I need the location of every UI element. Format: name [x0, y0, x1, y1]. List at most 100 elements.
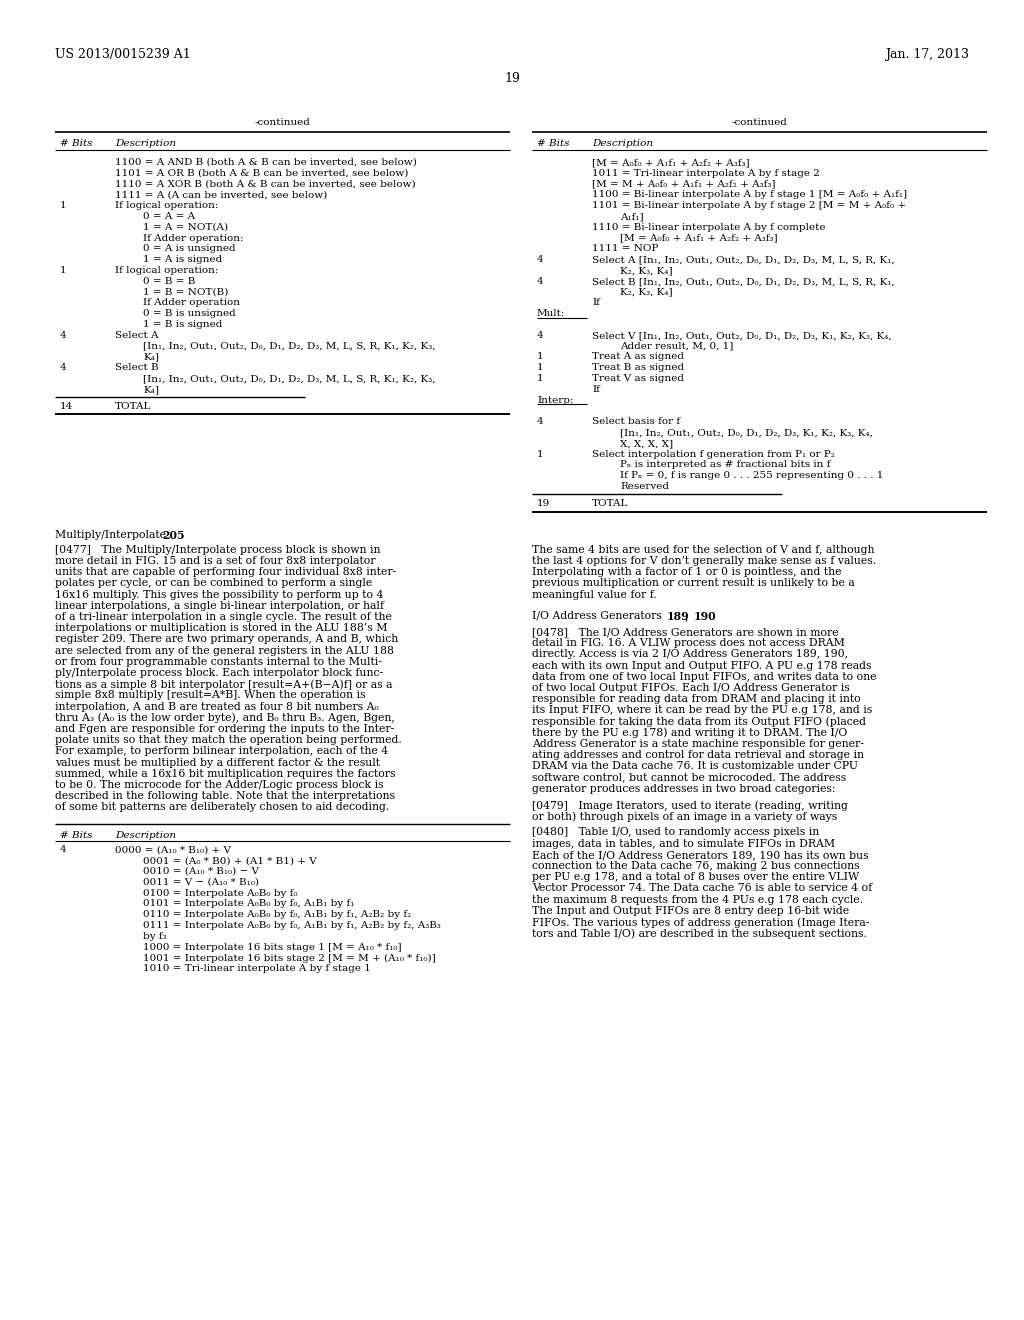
- Text: summed, while a 16x16 bit multiplication requires the factors: summed, while a 16x16 bit multiplication…: [55, 768, 395, 779]
- Text: Adder result, M, 0, 1]: Adder result, M, 0, 1]: [620, 342, 733, 351]
- Text: Interp:: Interp:: [537, 396, 573, 405]
- Text: tions as a simple 8 bit interpolator [result=A+(B−A)f] or as a: tions as a simple 8 bit interpolator [re…: [55, 680, 392, 690]
- Text: more detail in FIG. 15 and is a set of four 8x8 interpolator: more detail in FIG. 15 and is a set of f…: [55, 556, 376, 566]
- Text: 1 = A is signed: 1 = A is signed: [143, 255, 222, 264]
- Text: Interpolating with a factor of 1 or 0 is pointless, and the: Interpolating with a factor of 1 or 0 is…: [532, 568, 842, 577]
- Text: -continued: -continued: [731, 117, 787, 127]
- Text: 16x16 multiply. This gives the possibility to perform up to 4: 16x16 multiply. This gives the possibili…: [55, 590, 383, 599]
- Text: interpolation, A and B are treated as four 8 bit numbers A₀: interpolation, A and B are treated as fo…: [55, 702, 379, 711]
- Text: US 2013/0015239 A1: US 2013/0015239 A1: [55, 48, 190, 61]
- Text: per PU e.g 178, and a total of 8 buses over the entire VLIW: per PU e.g 178, and a total of 8 buses o…: [532, 873, 859, 882]
- Text: Select basis for f: Select basis for f: [592, 417, 680, 426]
- Text: 1011 = Tri-linear interpolate A by f stage 2: 1011 = Tri-linear interpolate A by f sta…: [592, 169, 820, 178]
- Text: If Pₙ = 0, f is range 0 . . . 255 representing 0 . . . 1: If Pₙ = 0, f is range 0 . . . 255 repres…: [620, 471, 884, 480]
- Text: [In₁, In₂, Out₁, Out₂, D₀, D₁, D₂, D₃, M, L, S, R, K₁, K₂, K₃,: [In₁, In₂, Out₁, Out₂, D₀, D₁, D₂, D₃, M…: [143, 374, 435, 383]
- Text: thru A₃ (A₀ is the low order byte), and B₀ thru B₃. Agen, Bgen,: thru A₃ (A₀ is the low order byte), and …: [55, 713, 395, 723]
- Text: ating addresses and control for data retrieval and storage in: ating addresses and control for data ret…: [532, 750, 864, 760]
- Text: 1 = B is signed: 1 = B is signed: [143, 319, 222, 329]
- Text: K₂, K₃, K₄]: K₂, K₃, K₄]: [620, 267, 673, 275]
- Text: Each of the I/O Address Generators 189, 190 has its own bus: Each of the I/O Address Generators 189, …: [532, 850, 868, 859]
- Text: previous multiplication or current result is unlikely to be a: previous multiplication or current resul…: [532, 578, 855, 589]
- Text: of two local Output FIFOs. Each I/O Address Generator is: of two local Output FIFOs. Each I/O Addr…: [532, 682, 850, 693]
- Text: of a tri-linear interpolation in a single cycle. The result of the: of a tri-linear interpolation in a singl…: [55, 612, 392, 622]
- Text: If logical operation:: If logical operation:: [115, 201, 218, 210]
- Text: FIFOs. The various types of address generation (Image Itera-: FIFOs. The various types of address gene…: [532, 917, 869, 928]
- Text: Multiply/Interpolate: Multiply/Interpolate: [55, 529, 170, 540]
- Text: -continued: -continued: [255, 117, 310, 127]
- Text: of some bit patterns are deliberately chosen to aid decoding.: of some bit patterns are deliberately ch…: [55, 803, 389, 812]
- Text: # Bits: # Bits: [537, 139, 569, 148]
- Text: Description: Description: [115, 830, 176, 840]
- Text: 4: 4: [60, 331, 67, 339]
- Text: 1: 1: [60, 201, 67, 210]
- Text: 0011 = V − (A₁₀ * B₁₀): 0011 = V − (A₁₀ * B₁₀): [143, 878, 259, 887]
- Text: 1000 = Interpolate 16 bits stage 1 [M = A₁₀ * f₁₀]: 1000 = Interpolate 16 bits stage 1 [M = …: [143, 942, 401, 952]
- Text: 4: 4: [60, 845, 67, 854]
- Text: Select V [In₁, In₂, Out₁, Out₂, D₀, D₁, D₂, D₃, K₁, K₂, K₃, K₄,: Select V [In₁, In₂, Out₁, Out₂, D₀, D₁, …: [592, 331, 892, 339]
- Text: and Fgen are responsible for ordering the inputs to the Inter-: and Fgen are responsible for ordering th…: [55, 723, 394, 734]
- Text: Address Generator is a state machine responsible for gener-: Address Generator is a state machine res…: [532, 739, 864, 748]
- Text: K₄]: K₄]: [143, 352, 159, 362]
- Text: 1: 1: [60, 267, 67, 275]
- Text: 1111 = A (A can be inverted, see below): 1111 = A (A can be inverted, see below): [115, 190, 328, 199]
- Text: 1100 = A AND B (both A & B can be inverted, see below): 1100 = A AND B (both A & B can be invert…: [115, 158, 417, 168]
- Text: each with its own Input and Output FIFO. A PU e.g 178 reads: each with its own Input and Output FIFO.…: [532, 660, 871, 671]
- Text: responsible for taking the data from its Output FIFO (placed: responsible for taking the data from its…: [532, 717, 866, 727]
- Text: 0111 = Interpolate A₀B₀ by f₀, A₁B₁ by f₁, A₂B₂ by f₂, A₃B₃: 0111 = Interpolate A₀B₀ by f₀, A₁B₁ by f…: [143, 921, 441, 931]
- Text: simple 8x8 multiply [result=A*B]. When the operation is: simple 8x8 multiply [result=A*B]. When t…: [55, 690, 366, 701]
- Text: 4: 4: [537, 255, 544, 264]
- Text: images, data in tables, and to simulate FIFOs in DRAM: images, data in tables, and to simulate …: [532, 838, 836, 849]
- Text: Select B [In₁, In₂, Out₁, Out₂, D₀, D₁, D₂, D₃, M, L, S, R, K₁,: Select B [In₁, In₂, Out₁, Out₂, D₀, D₁, …: [592, 277, 895, 286]
- Text: [In₁, In₂, Out₁, Out₂, D₀, D₁, D₂, D₃, M, L, S, R, K₁, K₂, K₃,: [In₁, In₂, Out₁, Out₂, D₀, D₁, D₂, D₃, M…: [143, 342, 435, 351]
- Text: DRAM via the Data cache 76. It is customizable under CPU: DRAM via the Data cache 76. It is custom…: [532, 762, 858, 771]
- Text: the last 4 options for V don’t generally make sense as f values.: the last 4 options for V don’t generally…: [532, 556, 877, 566]
- Text: Reserved: Reserved: [620, 482, 669, 491]
- Text: data from one of two local Input FIFOs, and writes data to one: data from one of two local Input FIFOs, …: [532, 672, 877, 682]
- Text: I/O Address Generators: I/O Address Generators: [532, 611, 666, 620]
- Text: 0010 = (A₁₀ * B₁₀) − V: 0010 = (A₁₀ * B₁₀) − V: [143, 867, 259, 876]
- Text: Select A [In₁, In₂, Out₁, Out₂, D₀, D₁, D₂, D₃, M, L, S, R, K₁,: Select A [In₁, In₂, Out₁, Out₂, D₀, D₁, …: [592, 255, 895, 264]
- Text: 0 = A is unsigned: 0 = A is unsigned: [143, 244, 236, 253]
- Text: Description: Description: [592, 139, 653, 148]
- Text: interpolations or multiplication is stored in the ALU 188’s M: interpolations or multiplication is stor…: [55, 623, 387, 634]
- Text: or both) through pixels of an image in a variety of ways: or both) through pixels of an image in a…: [532, 812, 838, 822]
- Text: A₁f₁]: A₁f₁]: [620, 213, 644, 220]
- Text: 1101 = Bi-linear interpolate A by f stage 2 [M = M + A₀f₀ +: 1101 = Bi-linear interpolate A by f stag…: [592, 201, 906, 210]
- Text: [M = M + A₀f₀ + A₁f₁ + A₂f₂ + A₃f₃]: [M = M + A₀f₀ + A₁f₁ + A₂f₂ + A₃f₃]: [592, 180, 775, 189]
- Text: [In₁, In₂, Out₁, Out₂, D₀, D₁, D₂, D₃, K₁, K₂, K₃, K₄,: [In₁, In₂, Out₁, Out₂, D₀, D₁, D₂, D₃, K…: [620, 428, 872, 437]
- Text: Description: Description: [115, 139, 176, 148]
- Text: tors and Table I/O) are described in the subsequent sections.: tors and Table I/O) are described in the…: [532, 928, 867, 939]
- Text: 1001 = Interpolate 16 bits stage 2 [M = M + (A₁₀ * f₁₀)]: 1001 = Interpolate 16 bits stage 2 [M = …: [143, 953, 436, 962]
- Text: 1: 1: [537, 363, 544, 372]
- Text: 1111 = NOP: 1111 = NOP: [592, 244, 658, 253]
- Text: If: If: [592, 298, 600, 308]
- Text: If: If: [592, 385, 600, 393]
- Text: values must be multiplied by a different factor & the result: values must be multiplied by a different…: [55, 758, 380, 768]
- Text: 1101 = A OR B (both A & B can be inverted, see below): 1101 = A OR B (both A & B can be inverte…: [115, 169, 409, 178]
- Text: Treat A as signed: Treat A as signed: [592, 352, 684, 362]
- Text: register 209. There are two primary operands, A and B, which: register 209. There are two primary oper…: [55, 635, 398, 644]
- Text: K₂, K₃, K₄]: K₂, K₃, K₄]: [620, 288, 673, 297]
- Text: 1 = B = NOT(B): 1 = B = NOT(B): [143, 288, 228, 297]
- Text: 1 = A = NOT(A): 1 = A = NOT(A): [143, 223, 228, 232]
- Text: [M = A₀f₀ + A₁f₁ + A₂f₂ + A₃f₃]: [M = A₀f₀ + A₁f₁ + A₂f₂ + A₃f₃]: [592, 158, 750, 168]
- Text: Select A: Select A: [115, 331, 159, 339]
- Text: Mult:: Mult:: [537, 309, 565, 318]
- Text: 0 = B = B: 0 = B = B: [143, 277, 196, 286]
- Text: ply/Interpolate process block. Each interpolator block func-: ply/Interpolate process block. Each inte…: [55, 668, 383, 678]
- Text: 0110 = Interpolate A₀B₀ by f₀, A₁B₁ by f₁, A₂B₂ by f₂: 0110 = Interpolate A₀B₀ by f₀, A₁B₁ by f…: [143, 911, 412, 919]
- Text: the maximum 8 requests from the 4 PUs e.g 178 each cycle.: the maximum 8 requests from the 4 PUs e.…: [532, 895, 863, 904]
- Text: there by the PU e.g 178) and writing it to DRAM. The I/O: there by the PU e.g 178) and writing it …: [532, 727, 848, 738]
- Text: If Adder operation: If Adder operation: [143, 298, 240, 308]
- Text: linear interpolations, a single bi-linear interpolation, or half: linear interpolations, a single bi-linea…: [55, 601, 384, 611]
- Text: 19: 19: [537, 499, 550, 508]
- Text: X, X, X, X]: X, X, X, X]: [620, 438, 673, 447]
- Text: 0 = B is unsigned: 0 = B is unsigned: [143, 309, 236, 318]
- Text: 190: 190: [694, 611, 717, 622]
- Text: 1: 1: [537, 450, 544, 458]
- Text: # Bits: # Bits: [60, 139, 92, 148]
- Text: Select B: Select B: [115, 363, 159, 372]
- Text: 0100 = Interpolate A₀B₀ by f₀: 0100 = Interpolate A₀B₀ by f₀: [143, 888, 298, 898]
- Text: K₄]: K₄]: [143, 385, 159, 393]
- Text: 4: 4: [537, 277, 544, 286]
